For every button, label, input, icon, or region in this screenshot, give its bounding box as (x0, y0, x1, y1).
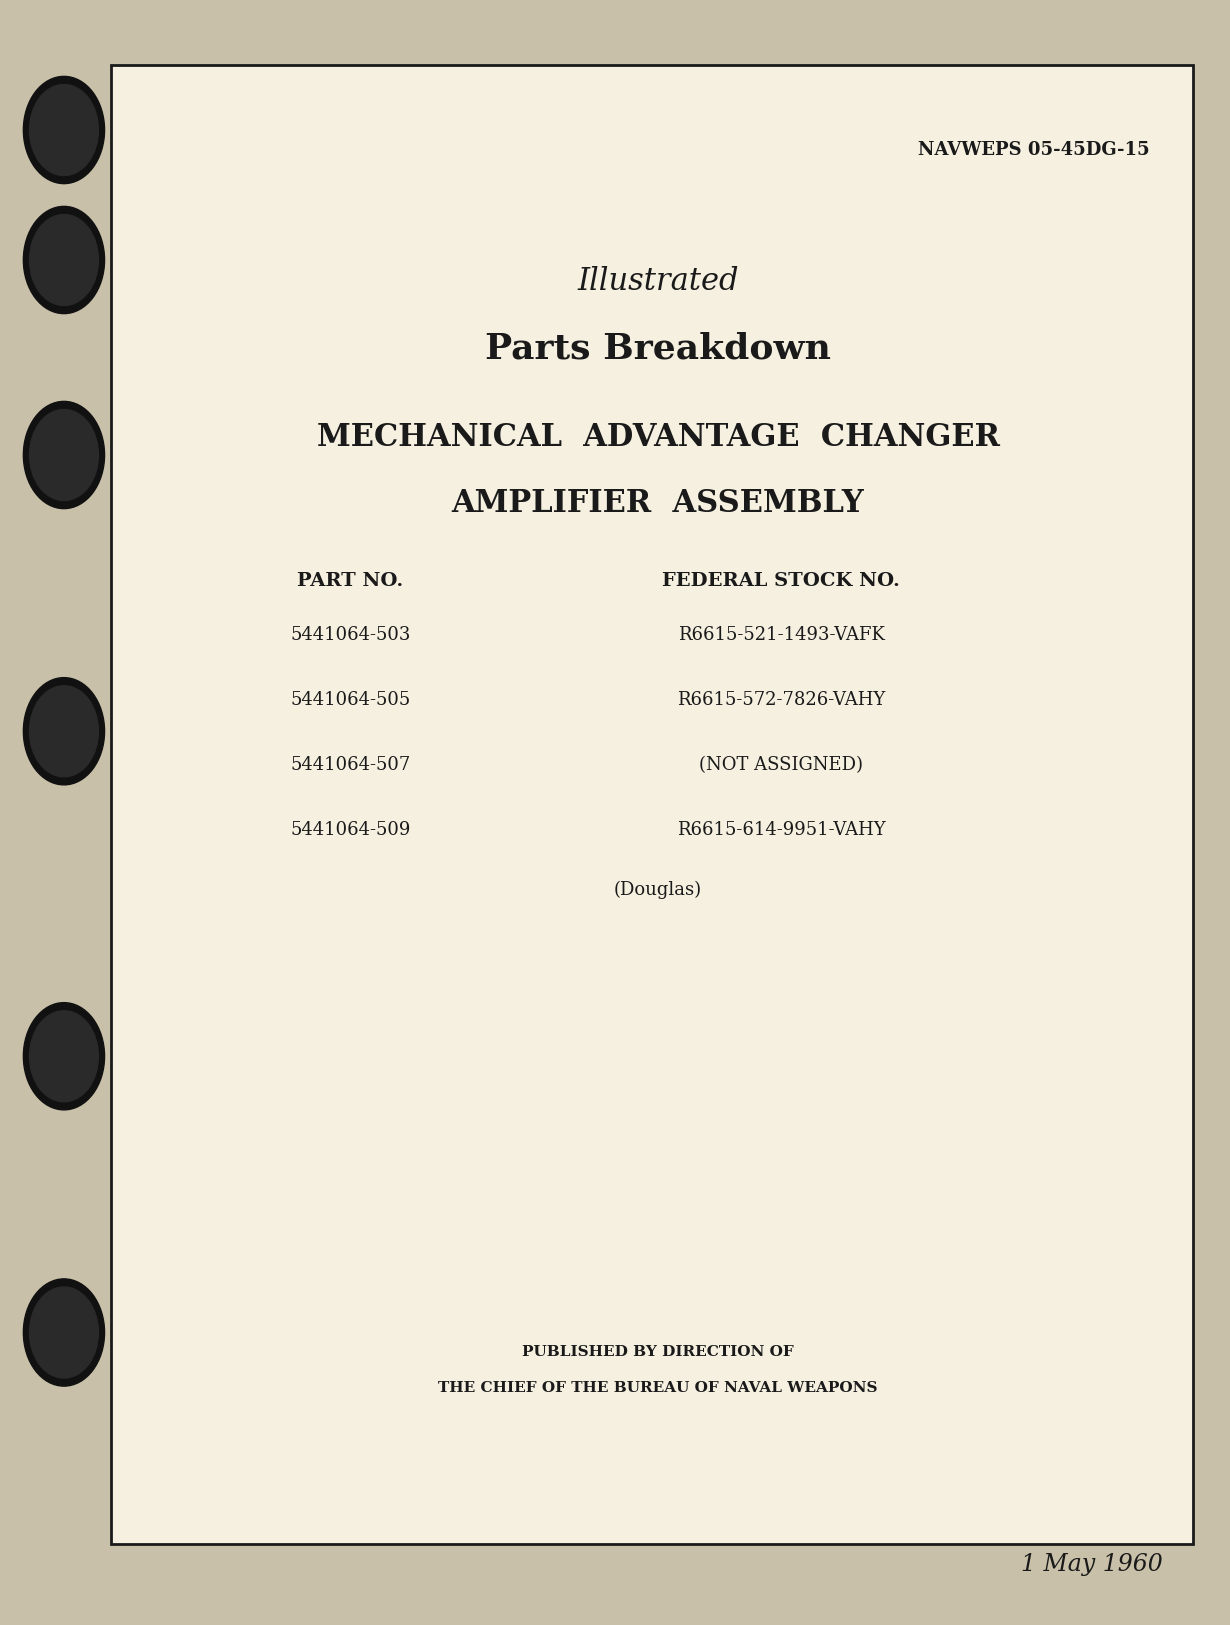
Text: Parts Breakdown: Parts Breakdown (485, 332, 831, 366)
Circle shape (30, 84, 98, 176)
Circle shape (23, 206, 105, 314)
FancyBboxPatch shape (111, 65, 1193, 1544)
Text: FEDERAL STOCK NO.: FEDERAL STOCK NO. (662, 572, 900, 590)
Text: 5441064-509: 5441064-509 (290, 821, 411, 838)
Text: MECHANICAL  ADVANTAGE  CHANGER: MECHANICAL ADVANTAGE CHANGER (316, 422, 1000, 453)
Text: PUBLISHED BY DIRECTION OF: PUBLISHED BY DIRECTION OF (523, 1346, 793, 1360)
Text: AMPLIFIER  ASSEMBLY: AMPLIFIER ASSEMBLY (451, 488, 865, 518)
Text: 1 May 1960: 1 May 1960 (1021, 1554, 1162, 1576)
Circle shape (30, 1287, 98, 1378)
Text: 5441064-503: 5441064-503 (290, 626, 411, 644)
Circle shape (23, 1279, 105, 1386)
Text: PART NO.: PART NO. (298, 572, 403, 590)
Circle shape (23, 678, 105, 785)
Text: Illustrated: Illustrated (577, 266, 739, 297)
Circle shape (30, 214, 98, 306)
Circle shape (30, 1011, 98, 1102)
Text: R6615-572-7826-VAHY: R6615-572-7826-VAHY (676, 691, 886, 708)
Text: NAVWEPS 05-45DG-15: NAVWEPS 05-45DG-15 (919, 141, 1150, 159)
Circle shape (23, 401, 105, 509)
Text: (Douglas): (Douglas) (614, 881, 702, 899)
Circle shape (30, 686, 98, 777)
Text: (NOT ASSIGNED): (NOT ASSIGNED) (699, 756, 863, 773)
Text: 5441064-505: 5441064-505 (290, 691, 411, 708)
Text: R6615-521-1493-VAFK: R6615-521-1493-VAFK (678, 626, 884, 644)
Circle shape (23, 76, 105, 184)
Text: R6615-614-9951-VAHY: R6615-614-9951-VAHY (676, 821, 886, 838)
Text: THE CHIEF OF THE BUREAU OF NAVAL WEAPONS: THE CHIEF OF THE BUREAU OF NAVAL WEAPONS (438, 1381, 878, 1396)
Circle shape (30, 410, 98, 500)
Text: 5441064-507: 5441064-507 (290, 756, 411, 773)
Circle shape (23, 1003, 105, 1110)
